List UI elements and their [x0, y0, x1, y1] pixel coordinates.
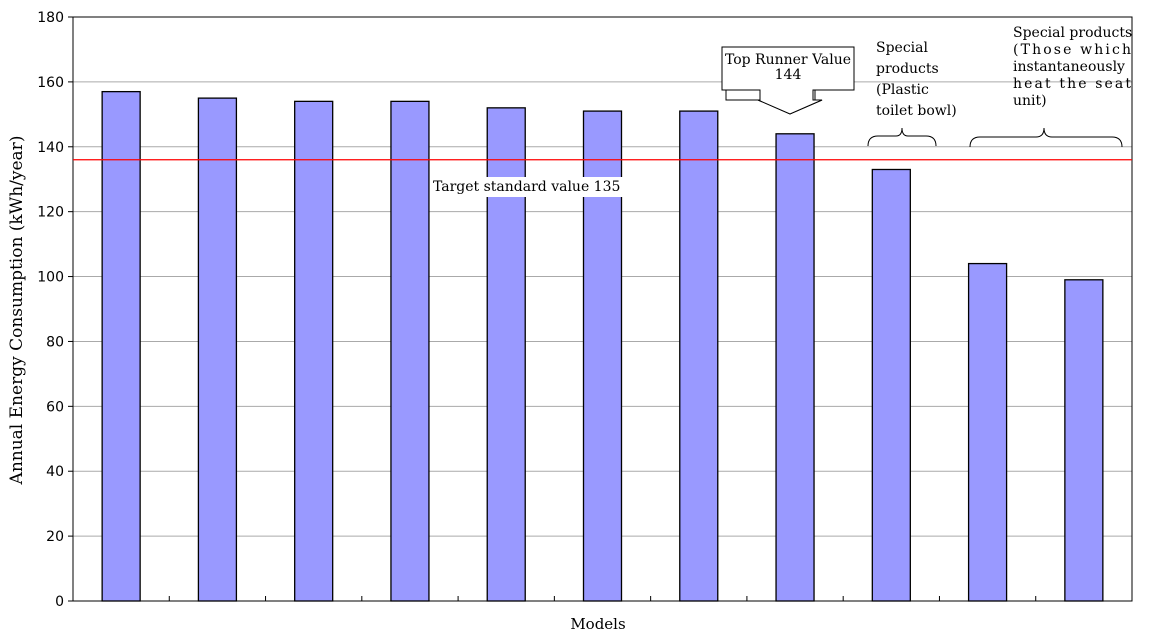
plastic-annotation: Special products (Plastic toilet bowl): [867, 40, 957, 147]
y-axis-label: Annual Energy Consumption (kWh/year): [7, 136, 27, 486]
x-axis-ticks: [168, 596, 1037, 601]
bar: [1064, 279, 1104, 602]
top-runner-callout-box: [721, 46, 855, 115]
target-standard-label: Target standard value 135: [433, 179, 620, 195]
instant-annotation-line: Special products: [1013, 25, 1132, 41]
bar: [775, 133, 815, 602]
bar: [390, 100, 430, 602]
y-tick-label: 0: [55, 594, 64, 610]
y-tick-label: 40: [46, 464, 64, 480]
bars: [101, 90, 1104, 602]
instant-annotation-line: (Those which: [1013, 42, 1131, 58]
y-tick-label: 60: [46, 399, 64, 415]
y-tick-label: 160: [37, 75, 64, 91]
target-line-group: Target standard value 135: [73, 159, 1132, 197]
y-tick-label: 120: [37, 205, 64, 221]
y-tick-label: 20: [46, 529, 64, 545]
instant-heat-annotation: Special products (Those which instantane…: [969, 25, 1132, 148]
top-runner-label: Top Runner Value: [725, 52, 851, 68]
plastic-annotation-line: (Plastic: [876, 82, 929, 98]
instant-annotation-line: instantaneously: [1013, 59, 1125, 75]
plastic-annotation-line: products: [876, 61, 939, 77]
y-tick-label: 80: [46, 334, 64, 350]
plastic-annotation-line: toilet bowl): [876, 103, 957, 119]
bar: [967, 262, 1008, 602]
bar: [197, 97, 238, 602]
x-axis-label: Models: [570, 615, 625, 633]
bar: [679, 110, 719, 602]
y-axis: 0 20 40 60 80 100 120 140 160 180: [37, 10, 73, 610]
instant-annotation-brace: [969, 127, 1123, 148]
instant-annotation-line: heat the seat: [1013, 76, 1131, 92]
plastic-annotation-brace: [867, 127, 937, 147]
instant-annotation-line: unit): [1013, 93, 1047, 109]
y-tick-label: 140: [37, 140, 64, 156]
target-label-background: [430, 177, 624, 197]
y-tick-label: 180: [37, 10, 64, 26]
bar: [294, 100, 334, 602]
plastic-annotation-line: Special: [876, 40, 929, 56]
bar: [871, 168, 911, 602]
bar: [101, 90, 141, 602]
top-runner-callout: Top Runner Value 144: [721, 46, 855, 115]
top-runner-value: 144: [775, 67, 802, 83]
y-tick-label: 100: [37, 270, 64, 286]
